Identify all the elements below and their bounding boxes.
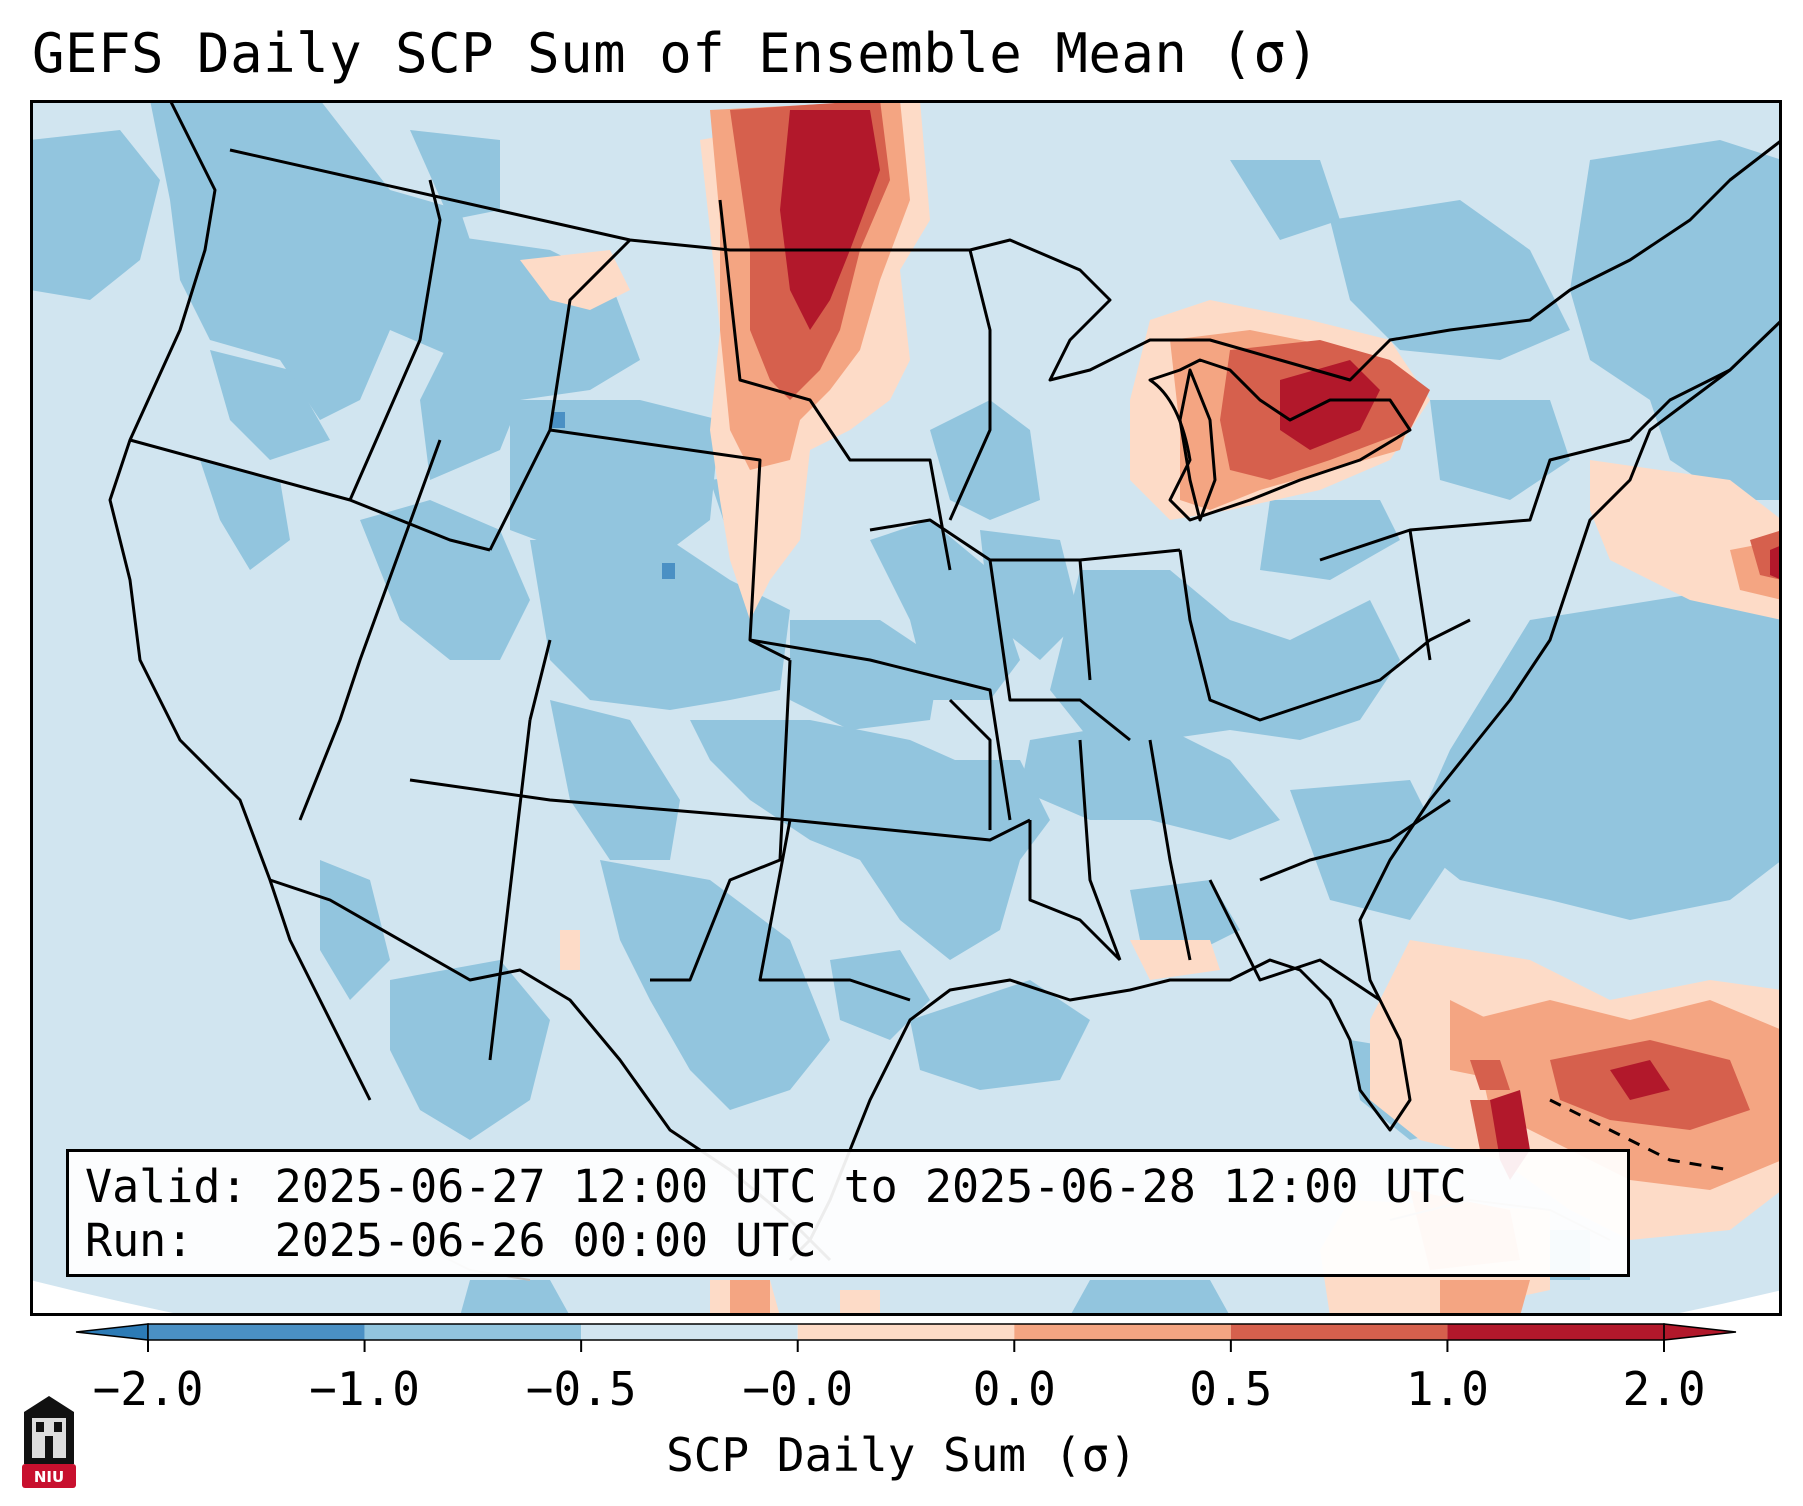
- colorbar-label: SCP Daily Sum (σ): [666, 1428, 1137, 1482]
- field-plus-two: [780, 110, 1782, 1180]
- lake-michigan: [1178, 368, 1217, 522]
- scp-map: [30, 100, 1782, 1316]
- colorbar-tick-label: −0.0: [742, 1362, 854, 1416]
- great-lakes: [1148, 358, 1412, 522]
- colorbar-tick-label: 0.0: [972, 1362, 1056, 1416]
- colorbar-tick-label: −2.0: [92, 1362, 204, 1416]
- canada-border: [229, 138, 1782, 382]
- caribbean-islands: [1549, 1098, 1731, 1172]
- niu-logo-badge: [22, 1464, 76, 1488]
- valid-time-text: Valid: 2025-06-27 12:00 UTC to 2025-06-2…: [85, 1160, 1467, 1213]
- colorbar-segment: [1230, 1324, 1448, 1340]
- west-coast: [108, 100, 372, 1101]
- colorbar-tick-label: −1.0: [309, 1362, 420, 1416]
- colorbar-segment: [581, 1324, 798, 1340]
- colorbar: [75, 1323, 1737, 1352]
- colorbar-segment: [1447, 1324, 1664, 1340]
- field-minus-half: [30, 100, 1782, 1316]
- colorbar-over-extend: [1663, 1323, 1737, 1341]
- colorbar-tick-label: 2.0: [1622, 1362, 1706, 1416]
- valid-run-info-box: Valid: 2025-06-27 12:00 UTC to 2025-06-2…: [66, 1149, 1630, 1277]
- colorbar-segment: [1014, 1324, 1231, 1340]
- field-minus-one: [552, 412, 675, 579]
- colorbar-tick-label: 0.5: [1189, 1362, 1273, 1416]
- colorbar-tick-label: 1.0: [1405, 1362, 1489, 1416]
- colorbar-segment: [148, 1324, 365, 1340]
- colorbar-segment: [797, 1324, 1015, 1340]
- map-frame: [30, 100, 1782, 1316]
- colorbar-under-extend: [75, 1323, 149, 1341]
- niu-logo-text: NIU: [34, 1468, 64, 1486]
- map-title: GEFS Daily SCP Sum of Ensemble Mean (σ): [32, 22, 1320, 85]
- colorbar-tick-label: −0.5: [525, 1362, 637, 1416]
- colorbar-segment: [364, 1324, 582, 1340]
- niu-logo: NIU: [22, 1396, 76, 1488]
- run-time-text: Run: 2025-06-26 00:00 UTC: [85, 1214, 817, 1267]
- east-coast: [788, 318, 1782, 1262]
- state-lines: [129, 179, 1731, 1061]
- colorbar-frame: [147, 1323, 1665, 1341]
- boundaries: [108, 100, 1782, 1262]
